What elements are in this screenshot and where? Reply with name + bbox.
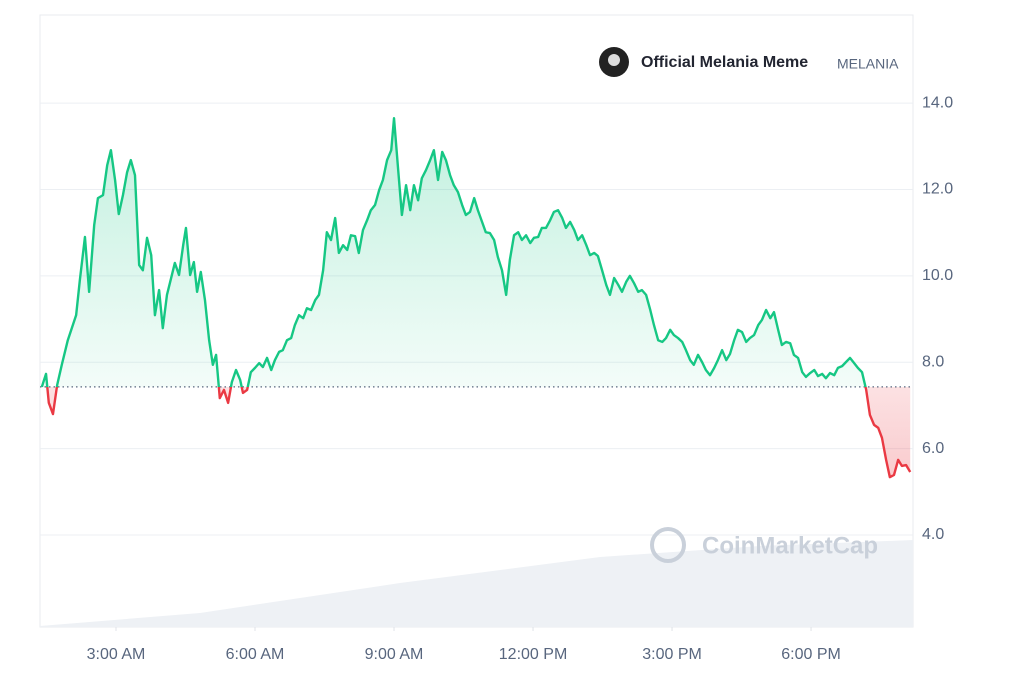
x-tick-label: 6:00 AM: [226, 646, 285, 663]
watermark-logo: [650, 527, 686, 563]
legend-name: Official Melania Meme: [641, 54, 808, 71]
x-tick-label: 12:00 PM: [499, 646, 567, 663]
y-tick-label: 14.0: [922, 94, 953, 111]
price-line: [40, 117, 912, 479]
y-tick-label: 6.0: [922, 440, 944, 457]
legend-box: [592, 42, 912, 84]
x-tick-label: 3:00 AM: [87, 646, 146, 663]
area: [41, 118, 911, 478]
y-tick-label: 4.0: [922, 526, 944, 543]
volume-backdrop: [40, 540, 913, 627]
y-tick-label: 12.0: [922, 181, 953, 198]
legend: Official Melania Meme MELANIA: [592, 42, 912, 84]
watermark: CoinMarketCap: [650, 527, 878, 563]
x-tick-label: 6:00 PM: [781, 646, 841, 663]
x-tick-label: 3:00 PM: [642, 646, 702, 663]
x-tick-label: 9:00 AM: [365, 646, 424, 663]
legend-symbol: MELANIA: [837, 56, 899, 72]
plot: [40, 117, 913, 479]
legend-logo-face: [608, 54, 620, 66]
watermark-text: CoinMarketCap: [702, 532, 878, 559]
y-tick-label: 10.0: [922, 267, 953, 284]
y-tick-label: 8.0: [922, 353, 944, 370]
